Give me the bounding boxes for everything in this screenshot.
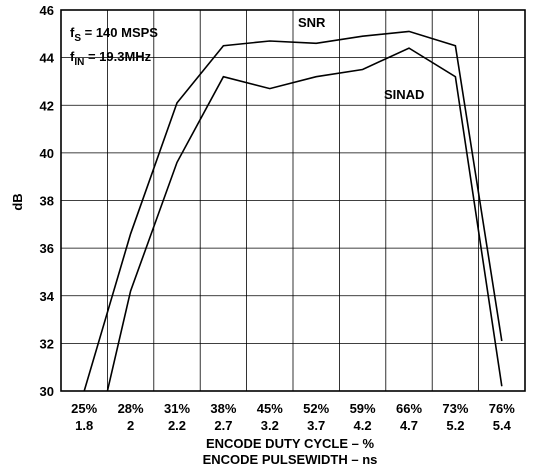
plot-frame (60, 9, 526, 392)
x-tick-label-pulsewidth: 1.8 (75, 418, 93, 433)
y-tick-labels: 30 32 34 36 38 40 42 44 46 (40, 3, 55, 399)
x-tick-label-duty: 25% (71, 401, 97, 416)
y-tick-label: 30 (40, 384, 54, 399)
series-line-sinad (106, 47, 503, 392)
fs-annotation: fS = 140 MSPS (70, 25, 158, 44)
x-tick-label-duty: 66% (396, 401, 422, 416)
x-tick-label-duty: 38% (210, 401, 236, 416)
x-tick-label-pulsewidth: 5.2 (446, 418, 464, 433)
x-axis-label: ENCODE DUTY CYCLE – % (206, 436, 375, 451)
x-tick-label-duty: 76% (489, 401, 515, 416)
y-tick-label: 44 (40, 51, 55, 66)
x-tick-label-duty: 45% (257, 401, 283, 416)
grid-layer (61, 10, 525, 391)
y-tick-label: 46 (40, 3, 54, 18)
x-tick-label-pulsewidth: 2.7 (214, 418, 232, 433)
y-tick-label: 42 (40, 98, 54, 113)
series-label-snr: SNR (298, 15, 326, 30)
series-line-snr (83, 30, 503, 392)
x-tick-label-duty: 52% (303, 401, 329, 416)
x-tick-label-pulsewidth: 3.7 (307, 418, 325, 433)
y-tick-label: 32 (40, 336, 54, 351)
y-tick-label: 36 (40, 241, 54, 256)
y-tick-label: 38 (40, 194, 54, 209)
x-tick-label-duty: 28% (118, 401, 144, 416)
x-tick-label-pulsewidth: 4.2 (354, 418, 372, 433)
fin-annotation: fIN = 19.3MHz (70, 49, 152, 68)
y-tick-label: 34 (40, 289, 55, 304)
x-tick-label-pulsewidth: 2.2 (168, 418, 186, 433)
x-tick-label-duty: 31% (164, 401, 190, 416)
x-tick-label-duty: 73% (442, 401, 468, 416)
x-tick-label-duty: 59% (350, 401, 376, 416)
y-axis-label: dB (10, 193, 25, 210)
x-tick-label-pulsewidth: 2 (127, 418, 134, 433)
x-axis-label-2: ENCODE PULSEWIDTH – ns (203, 452, 378, 467)
series-label-sinad: SINAD (384, 87, 424, 102)
x-tick-label-pulsewidth: 3.2 (261, 418, 279, 433)
series-layer (83, 30, 503, 392)
x-tick-label-pulsewidth: 5.4 (493, 418, 512, 433)
x-tick-labels: 25% 1.8 28% 2 31% 2.2 38% 2.7 45% 3.2 52% 3.7 59% 4.2… (71, 401, 515, 433)
y-tick-label: 40 (40, 146, 54, 161)
x-tick-label-pulsewidth: 4.7 (400, 418, 418, 433)
